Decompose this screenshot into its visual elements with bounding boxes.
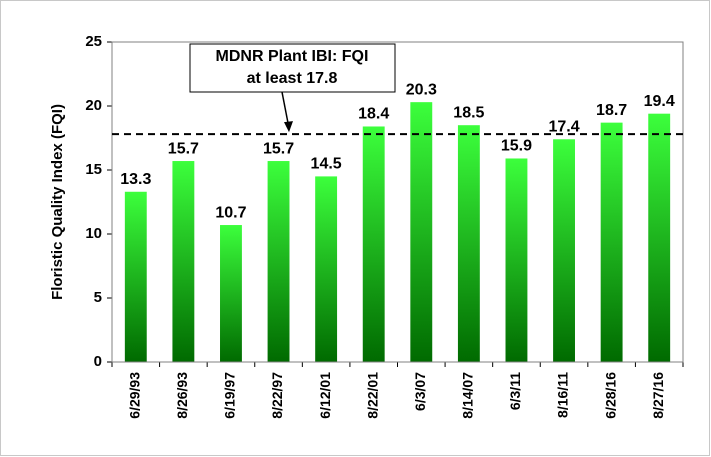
x-tick-label: 6/28/16 [602,372,618,419]
x-tick-label: 8/22/01 [364,372,380,419]
y-tick-label: 15 [85,161,102,178]
bar [315,176,338,362]
bar [600,122,623,362]
value-label: 13.3 [120,171,151,188]
annotation-text: at least 17.8 [247,70,338,87]
value-label: 18.5 [453,104,484,121]
value-label: 15.9 [501,138,532,155]
x-tick-label: 6/12/01 [317,372,333,419]
annotation-arrowhead [284,121,293,133]
value-label: 18.7 [596,102,627,119]
bar [220,225,242,362]
bar [124,191,147,362]
bar [505,158,528,362]
x-tick-label: 8/27/16 [650,372,666,419]
value-label: 17.4 [548,118,579,135]
bar [410,102,433,362]
y-tick-label: 20 [85,97,102,114]
bar [267,161,290,362]
annotation-box [189,43,396,93]
x-tick-label: 6/3/11 [507,372,523,410]
value-label: 10.7 [215,204,246,221]
bar [553,139,575,362]
annotation-text: MDNR Plant IBI: FQI [216,48,369,65]
y-tick-label: 0 [94,353,102,370]
value-label: 19.4 [644,93,675,110]
value-label: 15.7 [168,140,199,157]
y-tick-label: 10 [85,225,102,242]
value-label: 18.4 [358,106,389,123]
bar [172,161,195,362]
bar [648,113,671,363]
value-label: 14.5 [311,156,342,173]
plot-border [111,41,684,363]
x-tick-label: 8/22/97 [269,372,285,419]
y-tick-label: 5 [94,289,102,306]
bar [362,126,385,362]
x-tick-label: 8/14/07 [460,372,476,419]
x-tick-label: 6/19/97 [222,372,238,419]
bar [457,125,480,362]
value-label: 15.7 [263,140,294,157]
x-tick-label: 6/29/93 [126,372,142,419]
y-axis-label: Floristic Quality Index (FQI) [49,104,66,300]
x-tick-label: 8/26/93 [174,372,190,419]
y-tick-label: 25 [85,33,102,50]
value-label: 20.3 [406,81,437,98]
x-tick-label: 8/16/11 [555,372,571,418]
x-tick-label: 6/3/07 [412,372,428,411]
